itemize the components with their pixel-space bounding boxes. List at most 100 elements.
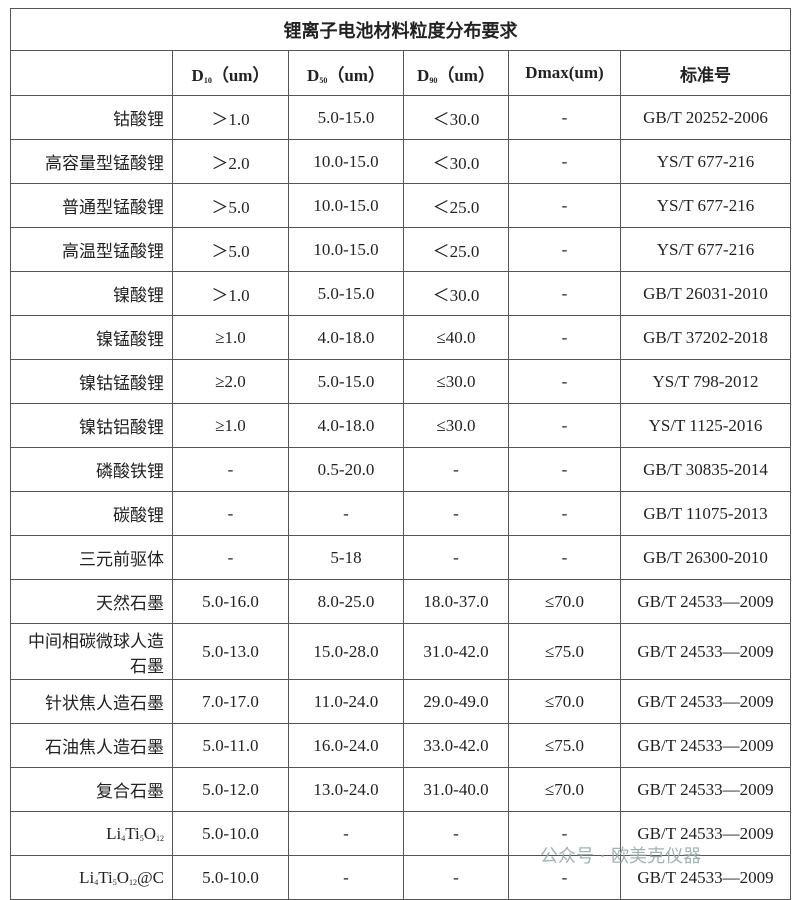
text-part: O (143, 823, 156, 843)
cell: 5.0-15.0 (288, 271, 404, 316)
subscript: 10 (203, 75, 212, 85)
header-row: D10（um） D50（um） D90（um） Dmax(um) 标准号 (10, 50, 791, 96)
cell: - (172, 447, 289, 492)
material-name: 针状焦人造石墨 (10, 679, 173, 724)
material-name: 复合石墨 (10, 767, 173, 812)
cell: ≤30.0 (403, 403, 509, 448)
subscript: 50 (319, 75, 328, 85)
text-part: Ti (125, 823, 140, 843)
data-row: 镍钴锰酸锂 ≥2.0 5.0-15.0 ≤30.0- YS/T 798-2012 (10, 359, 791, 404)
cell: ≤40.0 (403, 315, 509, 360)
header-cell: 标准号 (620, 50, 791, 96)
cell: 10.0-15.0 (288, 139, 404, 184)
table-title: 锂离子电池材料粒度分布要求 (10, 8, 791, 51)
material-name: 镍钴铝酸锂 (10, 403, 173, 448)
text-part: D (191, 65, 204, 85)
cell: GB/T 24533—2009 (620, 623, 791, 680)
cell: 4.0-18.0 (288, 403, 404, 448)
cell: - (403, 535, 509, 580)
cell: ＜30.0 (403, 139, 509, 184)
cell: ＞2.0 (172, 139, 289, 184)
material-name: 石油焦人造石墨 (10, 723, 173, 768)
cell: 10.0-15.0 (288, 227, 404, 272)
subscript: 5 (112, 877, 117, 887)
cell: 5.0-16.0 (172, 579, 289, 624)
cell: 5.0-10.0 (172, 811, 289, 856)
cell: 29.0-49.0 (403, 679, 509, 724)
cell: - (172, 535, 289, 580)
text-part: （um） (437, 65, 495, 85)
text-part: O (116, 867, 129, 887)
data-row: 中间相碳微球人造石墨 5.0-13.0 15.0-28.0 31.0-42.0 ≤75.… (10, 623, 791, 680)
subscript: 5 (139, 833, 144, 843)
material-name: Li4Ti5O12 (10, 811, 173, 856)
text-part: D (307, 65, 320, 85)
cell: ＞5.0 (172, 183, 289, 228)
cell: - (508, 271, 621, 316)
subscript: 12 (129, 877, 137, 887)
cell: GB/T 26300-2010 (620, 535, 791, 580)
cell: ≥1.0 (172, 315, 289, 360)
cell: - (403, 447, 509, 492)
cell: 5.0-15.0 (288, 359, 404, 404)
cell: - (288, 811, 404, 856)
subscript: 4 (94, 877, 99, 887)
cell: GB/T 24533—2009 (620, 723, 791, 768)
cell: - (508, 447, 621, 492)
data-row: Li4Ti5O12 5.0-10.0- - - GB/T 24533—2009 (10, 811, 791, 856)
cell: - (508, 535, 621, 580)
cell: - (288, 491, 404, 536)
cell: YS/T 1125-2016 (620, 403, 791, 448)
cell: 7.0-17.0 (172, 679, 289, 724)
cell: - (508, 183, 621, 228)
cell: 16.0-24.0 (288, 723, 404, 768)
cell: 18.0-37.0 (403, 579, 509, 624)
cell: GB/T 24533—2009 (620, 767, 791, 812)
cell: GB/T 24533—2009 (620, 579, 791, 624)
cell: ≤70.0 (508, 679, 621, 724)
cell: 5-18 (288, 535, 404, 580)
data-row: 普通型锰酸锂 ＞5.0 10.0-15.0 ＜25.0- YS/T 677-216 (10, 183, 791, 228)
text-part: （um） (211, 65, 270, 85)
cell: 8.0-25.0 (288, 579, 404, 624)
data-row: 高温型锰酸锂 ＞5.0 10.0-15.0 ＜25.0- YS/T 677-216 (10, 227, 791, 272)
cell: GB/T 30835-2014 (620, 447, 791, 492)
material-name: 磷酸铁锂 (10, 447, 173, 492)
cell: - (288, 855, 404, 900)
cell: ≥2.0 (172, 359, 289, 404)
cell: - (508, 227, 621, 272)
cell: 5.0-15.0 (288, 95, 404, 140)
data-row: 镍钴铝酸锂 ≥1.0 4.0-18.0 ≤30.0- YS/T 1125-2016 (10, 403, 791, 448)
data-row: 天然石墨 5.0-16.0 8.0-25.0 18.0-37.0 ≤70.0 GB/T 2… (10, 579, 791, 624)
material-name: Li4Ti5O12@C (10, 855, 173, 900)
subscript: 12 (156, 833, 164, 843)
cell: GB/T 26031-2010 (620, 271, 791, 316)
cell: - (508, 359, 621, 404)
cell: 31.0-40.0 (403, 767, 509, 812)
cell: YS/T 677-216 (620, 183, 791, 228)
cell: - (403, 491, 509, 536)
cell: - (508, 811, 621, 856)
header-cell: D90（um） (403, 50, 509, 96)
cell: ≤75.0 (508, 623, 621, 680)
material-name: 高温型锰酸锂 (10, 227, 173, 272)
header-cell: Dmax(um) (508, 50, 621, 96)
cell: 4.0-18.0 (288, 315, 404, 360)
cell: - (508, 403, 621, 448)
cell: - (172, 491, 289, 536)
watermark: 公众号 · 欧美克仪器 (540, 846, 702, 867)
cell: - (508, 139, 621, 184)
text-part: Li (106, 823, 122, 843)
data-row: 高容量型锰酸锂 ＞2.0 10.0-15.0 ＜30.0- YS/T 677-216 (10, 139, 791, 184)
cell: 31.0-42.0 (403, 623, 509, 680)
header-cell: D50（um） (288, 50, 404, 96)
material-name: 钴酸锂 (10, 95, 173, 140)
material-name: 三元前驱体 (10, 535, 173, 580)
cell: ＞5.0 (172, 227, 289, 272)
cell: GB/T 37202-2018 (620, 315, 791, 360)
cell: 5.0-10.0 (172, 855, 289, 900)
cell: 0.5-20.0 (288, 447, 404, 492)
data-row: 三元前驱体 -5-18- - GB/T 26300-2010 (10, 535, 791, 580)
data-row: 镍酸锂 ＞1.0 5.0-15.0 ＜30.0- GB/T 26031-2010 (10, 271, 791, 316)
